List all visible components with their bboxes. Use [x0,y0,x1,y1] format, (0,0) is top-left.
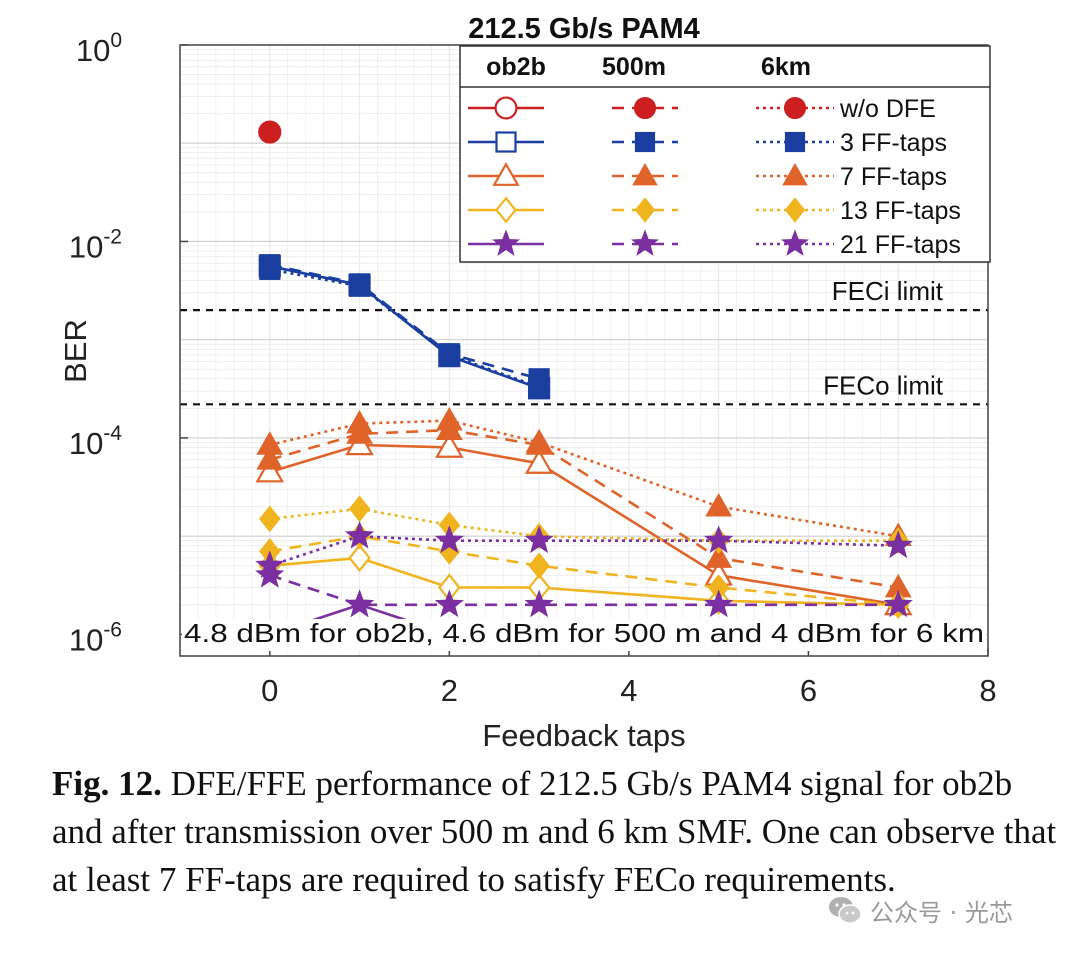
legend-entry: 21 FF-taps [840,231,961,259]
plot-frame [179,44,989,657]
data-point [348,543,371,573]
series-line [269,443,899,607]
data-point [631,229,659,256]
data-point [524,448,554,474]
data-point [705,492,733,517]
legend-box [459,45,991,263]
limit-label: FECi limit [832,276,944,306]
legend-entry: 13 FF-taps [840,197,961,225]
series-line [269,573,899,607]
series-line [269,428,899,589]
data-point [256,446,284,470]
x-axis-title: Feedback taps [482,718,685,753]
data-point [781,229,809,256]
data-point [434,589,464,618]
data-point [495,196,517,224]
x-tick-label: 6 [800,673,817,708]
x-tick-label: 2 [441,673,458,708]
limit-label: FECo limit [823,370,944,400]
y-axis-title: BER [58,319,93,383]
data-point [634,197,656,223]
legend: ob2b 500m 6km w/o DFE 3 FF-taps 7 FF-taps 13 F… [459,45,991,263]
data-point [255,559,285,588]
data-point [435,407,463,431]
chart-svg: FECi limit FECo limit 0 2 4 6 8 10-6 10-4 10-2 10… [58,13,997,753]
series-line [269,263,540,381]
y-tick-label: 10-2 [69,225,122,264]
legend-entry: 3 FF-taps [840,129,947,157]
wechat-icon [829,897,862,924]
series-line [269,534,899,567]
series-line [269,507,899,543]
annotation-box: 4.8 dBm for ob2b, 4.6 dBm for 500 m and … [182,618,986,651]
legend-header: 6km [761,53,811,81]
series-6km-1 [259,258,550,398]
series-ob2b-1 [258,255,551,400]
data-point [348,275,371,297]
data-point [784,131,806,153]
data-point [256,431,284,455]
data-point [883,589,913,618]
data-point [782,163,808,186]
series-500m-0 [258,120,282,144]
tick-labels: 0 2 4 6 8 10-6 10-4 10-2 100 [69,29,997,708]
power-annotation: 4.8 dBm for ob2b, 4.6 dBm for 500 m and … [184,618,984,648]
caption-label: Fig. 12. [52,764,162,803]
data-point [438,344,460,366]
y-tick-label: 10-4 [69,422,122,461]
data-point [528,376,550,398]
data-point [346,409,373,434]
data-point [492,162,520,186]
series-line [269,264,540,390]
legend-header: 500m [602,53,666,81]
data-point [784,197,806,223]
watermark: 公众号 · 光芯 [828,893,1013,927]
x-tick-label: 8 [979,673,996,708]
chart-title: 212.5 Gb/s PAM4 [468,13,700,45]
x-tick-label: 0 [261,673,278,708]
data-point [344,520,375,549]
legend-entry: 7 FF-taps [840,163,947,191]
legend-header: ob2b [486,53,546,81]
limit-lines: FECi limit FECo limit [180,276,988,406]
data-point [255,550,285,579]
data-point [528,552,550,580]
data-point [255,457,285,483]
data-point [704,525,734,554]
data-point [524,589,554,618]
series-6km-4 [255,520,913,579]
data-point [883,530,913,559]
data-point [632,163,658,186]
data-point [258,120,282,144]
series-500m-4 [255,559,913,618]
data-point [492,229,520,256]
data-point [783,96,807,120]
data-point [705,544,733,568]
caption-text: DFE/FFE performance of 212.5 Gb/s PAM4 s… [52,764,1057,899]
data-point [434,525,464,554]
series-line [269,556,899,607]
data-point [634,131,656,153]
data-point [344,589,375,618]
x-tick-label: 4 [620,673,637,708]
data-point [348,495,371,523]
data-point [704,589,734,618]
watermark-text: 公众号 · 光芯 [870,898,1013,927]
y-tick-label: 100 [76,29,122,68]
data-point [435,432,464,458]
data-point [259,505,281,533]
y-tick-label: 10-6 [69,618,122,657]
data-point [525,428,553,453]
legend-entry: w/o DFE [839,95,936,123]
data-point [259,258,281,280]
series-line [269,268,540,389]
data-point [633,96,657,120]
data-point [494,96,518,120]
series-line [269,534,899,607]
data-point [495,131,517,153]
data-point [524,525,554,554]
figure-caption: Fig. 12. DFE/FFE performance of 212.5 Gb… [52,760,1062,904]
